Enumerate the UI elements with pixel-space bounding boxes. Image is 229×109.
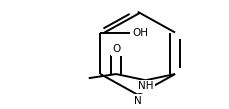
Text: O: O [112, 44, 120, 54]
Text: NH: NH [137, 81, 153, 91]
Text: N: N [133, 96, 141, 106]
Text: OH: OH [132, 27, 147, 37]
